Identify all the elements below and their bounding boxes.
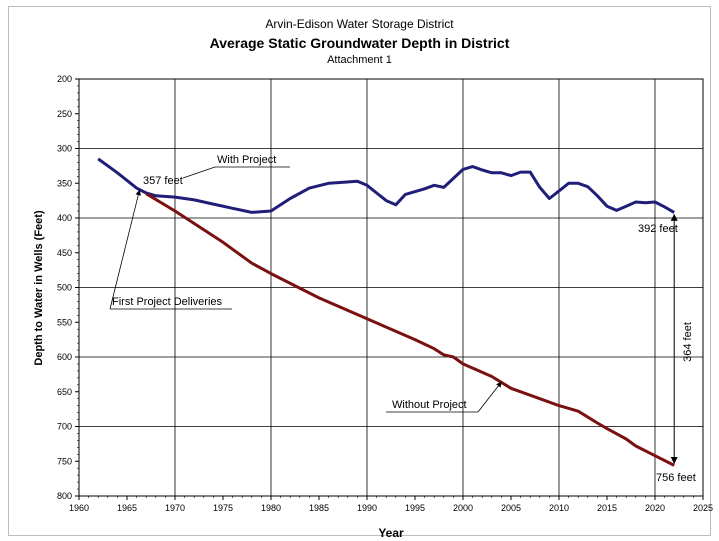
x-tick-label-2025: 2025 [693,503,713,513]
label-392-feet: 392 feet [638,223,678,235]
y-tick-label-800: 800 [57,491,72,501]
y-axis-label: Depth to Water in Wells (Feet) [33,210,45,366]
chart-frame [8,6,711,536]
y-tick-label-550: 550 [57,317,72,327]
y-tick-label-600: 600 [57,352,72,362]
x-tick-label-1960: 1960 [69,503,89,513]
y-tick-label-350: 350 [57,178,72,188]
chart-subtitle: Attachment 1 [327,54,392,66]
chart-title: Average Static Groundwater Depth in Dist… [209,35,510,51]
series-line-with-project [97,157,675,214]
x-tick-label-1995: 1995 [405,503,425,513]
label-first-project-deliveries: First Project Deliveries [112,296,223,308]
chart-org-name: Arvin-Edison Water Storage District [265,17,454,31]
label-364-feet: 364 feet [682,322,694,362]
y-tick-label-750: 750 [57,456,72,466]
without-project-arrow [477,381,502,413]
series-lines [97,157,675,467]
x-tick-label-1975: 1975 [213,503,233,513]
y-tick-label-450: 450 [57,248,72,258]
x-axis-label: Year [378,526,404,540]
label-without-project: Without Project [392,399,467,411]
y-tick-label-500: 500 [57,283,72,293]
with-project-leader [182,166,216,179]
x-tick-label-1985: 1985 [309,503,329,513]
x-tick-label-2020: 2020 [645,503,665,513]
grid-lines [79,79,703,496]
y-tick-label-650: 650 [57,387,72,397]
x-tick-label-2015: 2015 [597,503,617,513]
x-tick-label-1990: 1990 [357,503,377,513]
series-line-without-project [145,192,675,467]
y-tick-label-700: 700 [57,422,72,432]
x-tick-label-1970: 1970 [165,503,185,513]
y-tick-label-400: 400 [57,213,72,223]
first-delivery-arrow [109,189,141,310]
label-756-feet: 756 feet [656,472,696,484]
label-with-project: With Project [217,154,276,166]
x-tick-label-2000: 2000 [453,503,473,513]
x-tick-label-1980: 1980 [261,503,281,513]
y-tick-label-300: 300 [57,144,72,154]
x-tick-label-2005: 2005 [501,503,521,513]
x-tick-label-1965: 1965 [117,503,137,513]
annotations [109,166,678,465]
label-357-feet: 357 feet [143,175,183,187]
y-tick-label-250: 250 [57,109,72,119]
y-tick-label-200: 200 [57,74,72,84]
x-tick-label-2010: 2010 [549,503,569,513]
axis-ticks: 1960 1965 1970 1975 1980 1985 1990 1995 2000 2005… [57,74,713,513]
